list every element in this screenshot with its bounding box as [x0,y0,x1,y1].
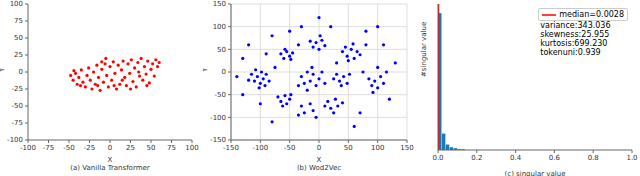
svg-text:0: 0 [19,68,23,76]
svg-text:-100: -100 [20,144,36,152]
svg-text:0.6: 0.6 [549,154,561,162]
svg-text:25: 25 [126,144,135,152]
svg-text:-25: -25 [12,85,23,93]
svg-text:0: 0 [108,144,112,152]
svg-text:#singular value: #singular value [420,22,428,77]
html-text:tokenuni:0.939: tokenuni:0.939 [540,48,601,57]
svg-text:-75: -75 [12,119,23,127]
svg-text:75: 75 [167,144,176,152]
svg-text:100: 100 [371,144,384,152]
svg-text:-100: -100 [8,136,23,144]
svg-text:0: 0 [317,144,321,152]
svg-text:-50: -50 [63,144,74,152]
svg-text:0.0: 0.0 [432,154,443,162]
html-text:skewness:25.955: skewness:25.955 [540,30,610,39]
svg-text:0.2: 0.2 [471,154,482,162]
svg-text:50: 50 [344,144,353,152]
html-text:(b) Wod2Vec: (b) Wod2Vec [296,164,342,172]
svg-text:50: 50 [147,144,156,152]
svg-text:100: 100 [213,23,226,31]
svg-text:-100: -100 [210,114,226,122]
svg-text:-50: -50 [12,102,23,110]
svg-text:150: 150 [400,144,413,152]
svg-text:(c) singular value: (c) singular value [505,170,566,176]
svg-text:0: 0 [222,68,226,76]
svg-text:Y: Y [203,67,209,73]
svg-text:-150: -150 [210,136,226,144]
svg-text:-100: -100 [252,144,268,152]
html-text:variance:343.036: variance:343.036 [540,21,611,30]
svg-text:150: 150 [213,0,226,8]
svg-text:-150: -150 [223,144,239,152]
svg-text:0.8: 0.8 [588,154,599,162]
svg-text:50: 50 [217,46,226,54]
svg-text:-50: -50 [284,144,295,152]
svg-text:X: X [317,156,322,162]
svg-text:X: X [108,156,113,162]
html-text:kurtosis:699.230: kurtosis:699.230 [540,39,608,48]
svg-text:0.4: 0.4 [510,154,522,162]
svg-text:-50: -50 [215,91,226,99]
svg-text:50: 50 [14,34,23,42]
svg-text:1.0: 1.0 [626,154,632,162]
html-text:median=0.0028: median=0.0028 [559,10,624,19]
svg-text:100: 100 [10,0,23,8]
svg-text:100: 100 [185,144,198,152]
html-text:(a) Vanilla Transformer: (a) Vanilla Transformer [70,164,150,172]
svg-text:-25: -25 [84,144,95,152]
svg-text:-75: -75 [43,144,54,152]
svg-text:25: 25 [14,51,23,59]
svg-text:75: 75 [14,17,23,25]
